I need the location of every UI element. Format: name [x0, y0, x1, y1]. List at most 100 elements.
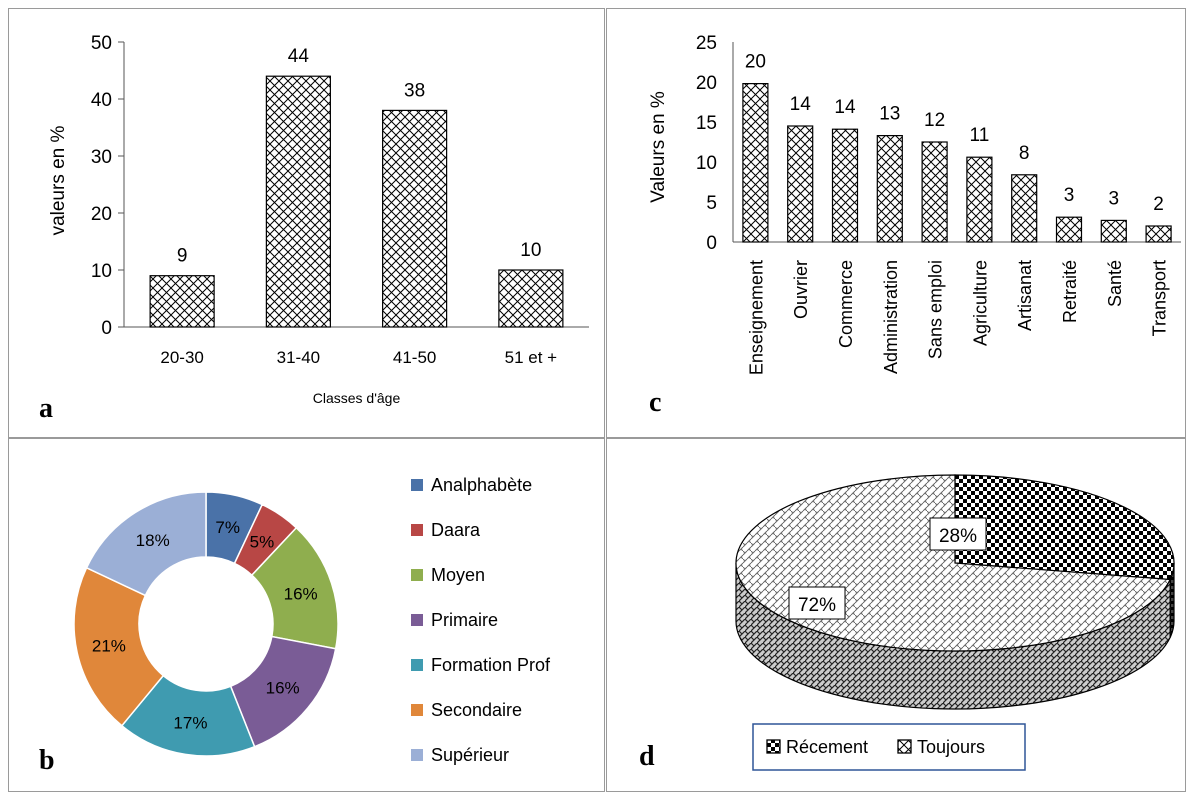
- legend-swatch: [411, 479, 423, 491]
- legend-label: Récement: [786, 737, 868, 757]
- slice-label: 28%: [939, 526, 977, 547]
- x-tick-label: Artisanat: [1015, 260, 1035, 331]
- bar: [787, 125, 814, 243]
- data-label: 20: [745, 52, 766, 73]
- x-tick-label: Agriculture: [970, 260, 990, 346]
- legend-label: Analphabète: [431, 475, 532, 495]
- y-axis-label: valeurs en %: [48, 125, 69, 235]
- x-tick-label: Ouvrier: [791, 260, 811, 319]
- legend-swatch: [411, 614, 423, 626]
- chart-a-svg: 0 10 20 30 40 50 9 20-30 44 31-40 38 41-50 10 51 et +…: [48, 33, 589, 406]
- data-label: 11: [970, 125, 990, 146]
- slice-label: 17%: [173, 713, 207, 732]
- bar: [1055, 216, 1083, 243]
- legend-label: Secondaire: [431, 700, 522, 720]
- y-tick-label: 0: [706, 233, 717, 254]
- panel-letter-d: d: [639, 741, 655, 772]
- legend-swatch: [897, 739, 912, 754]
- data-label: 12: [924, 110, 945, 131]
- slice-label-box: [929, 517, 987, 551]
- bar: [876, 134, 903, 243]
- bar: [149, 275, 215, 328]
- legend-swatch: [411, 659, 423, 671]
- x-tick-label: Santé: [1105, 260, 1125, 307]
- slice-label: 21%: [92, 637, 126, 656]
- donut-slice: [73, 566, 165, 727]
- bar: [742, 82, 769, 243]
- x-tick-label: 31-40: [277, 348, 320, 367]
- panel-d: 28% 72% Récement Toujours d: [606, 438, 1186, 792]
- x-axis-label: Classes d'âge: [313, 390, 401, 406]
- panel-a: 0 10 20 30 40 50 9 20-30 44 31-40 38 41-50 10 51 et +…: [8, 8, 605, 438]
- legend-label: Supérieur: [431, 745, 509, 765]
- legend-label: Primaire: [431, 610, 498, 630]
- legend-swatch: [766, 739, 781, 754]
- x-tick-label: Commerce: [836, 260, 856, 348]
- slice-label: 72%: [798, 595, 836, 616]
- pie-slice-recement: [954, 474, 1175, 581]
- x-tick-label: Retraité: [1060, 260, 1080, 323]
- data-label: 14: [790, 94, 812, 115]
- x-tick-label: Sans emploi: [926, 260, 946, 359]
- legend-label: Daara: [431, 520, 481, 540]
- data-label: 8: [1019, 143, 1030, 164]
- data-label: 3: [1064, 185, 1075, 206]
- chart-b-svg: 7% 5% 16% 16% 17% 21% 18% Analphabète Daara Moyen…: [73, 475, 551, 765]
- bar: [498, 269, 564, 328]
- bar: [1011, 174, 1038, 243]
- data-label: 3: [1109, 188, 1120, 209]
- data-label: 14: [834, 97, 856, 118]
- bar: [966, 156, 993, 243]
- data-label: 38: [404, 80, 425, 101]
- legend-label: Formation Prof: [431, 655, 551, 675]
- slice-label-box: [788, 586, 846, 620]
- y-tick-label: 15: [696, 113, 717, 134]
- chart-c-svg: 0 5 10 15 20 25 20 Enseignement 14 Ouvrier 14 Comme…: [648, 33, 1181, 375]
- y-tick-label: 25: [696, 33, 717, 54]
- panel-c: 0 5 10 15 20 25 20 Enseignement 14 Ouvrier 14 Comme…: [606, 8, 1186, 438]
- slice-label: 18%: [136, 531, 170, 550]
- x-tick-label: 41-50: [393, 348, 436, 367]
- x-tick-label: Transport: [1150, 260, 1170, 336]
- y-tick-label: 10: [91, 261, 112, 282]
- data-label: 44: [288, 46, 310, 67]
- panel-b: 7% 5% 16% 16% 17% 21% 18% Analphabète Daara Moyen…: [8, 438, 605, 792]
- legend-swatch: [411, 704, 423, 716]
- bar: [1145, 225, 1172, 243]
- chart-d-svg: 28% 72% Récement Toujours: [735, 474, 1175, 771]
- x-tick-label: 51 et +: [505, 348, 558, 367]
- bar: [265, 75, 331, 328]
- bar: [921, 141, 948, 243]
- slice-label: 16%: [266, 678, 300, 697]
- x-tick-label: Enseignement: [746, 260, 766, 375]
- panel-letter-a: a: [39, 393, 53, 424]
- slice-label: 5%: [250, 533, 275, 552]
- panel-letter-c: c: [649, 387, 662, 418]
- y-tick-label: 20: [91, 204, 112, 225]
- x-tick-label: 20-30: [160, 348, 203, 367]
- legend-label: Moyen: [431, 565, 485, 585]
- donut-slice: [85, 491, 207, 597]
- y-tick-label: 30: [91, 147, 112, 168]
- y-tick-label: 10: [696, 153, 717, 174]
- legend-box: [752, 723, 1026, 771]
- data-label: 9: [177, 246, 188, 267]
- bar: [382, 109, 448, 328]
- data-label: 2: [1153, 194, 1164, 215]
- bar: [831, 128, 859, 243]
- data-label: 13: [879, 104, 900, 125]
- legend-label: Toujours: [917, 737, 985, 757]
- data-label: 10: [520, 240, 541, 261]
- legend-swatch: [411, 749, 423, 761]
- legend-swatch: [411, 524, 423, 536]
- y-tick-label: 40: [91, 90, 112, 111]
- y-axis-label: Valeurs en %: [648, 91, 669, 203]
- x-tick-label: Administration: [881, 260, 901, 374]
- y-tick-label: 5: [706, 193, 717, 214]
- slice-label: 7%: [215, 518, 240, 537]
- panel-letter-b: b: [39, 745, 55, 776]
- slice-label: 16%: [284, 584, 318, 603]
- bar: [1100, 219, 1127, 243]
- y-tick-label: 20: [696, 73, 717, 94]
- y-tick-label: 50: [91, 33, 112, 54]
